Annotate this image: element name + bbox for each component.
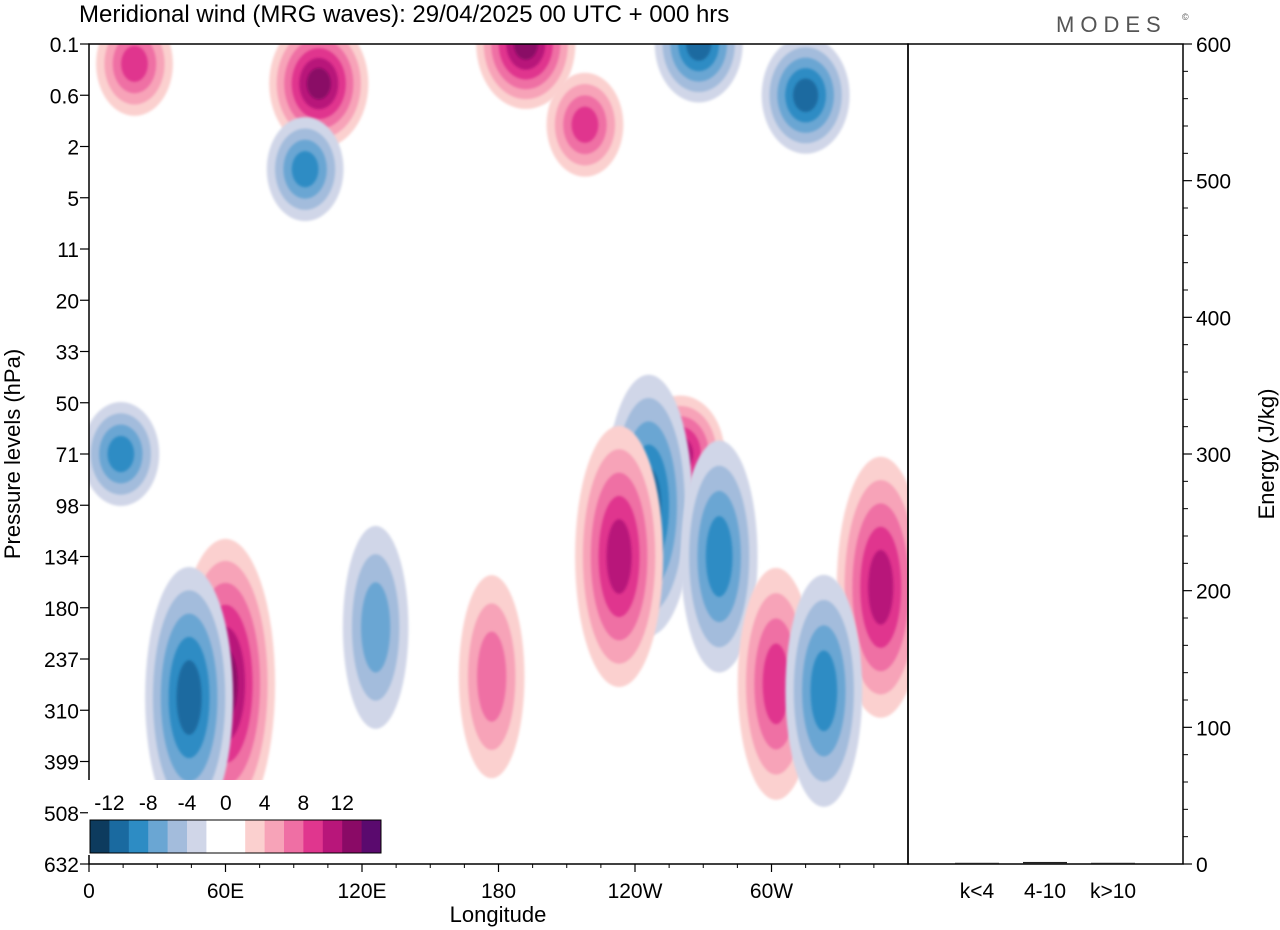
colorbar-tick-label: 8 (298, 792, 310, 815)
colorbar-tick-label: 12 (331, 792, 354, 815)
heatmap-plot (89, 44, 908, 864)
pressure-tick-label: 632 (44, 854, 79, 877)
pressure-tick-label: 98 (56, 495, 79, 518)
pressure-tick-label: 20 (56, 290, 79, 313)
colorbar-tick-label: -12 (94, 792, 124, 815)
pressure-tick-label: 71 (56, 444, 79, 467)
pressure-tick-label: 50 (56, 393, 79, 416)
energy-bar (1023, 861, 1067, 864)
negative-wind-contour (107, 435, 135, 473)
colorbar-swatch (128, 820, 149, 853)
colorbar-swatch (284, 820, 304, 853)
positive-wind-contour (762, 643, 790, 725)
colorbar-swatch (206, 820, 227, 853)
energy-category-label: 4-10 (1024, 880, 1066, 903)
longitude-tick-label: 120E (337, 880, 386, 903)
energy-axis-label: Energy (J/kg) (1254, 389, 1279, 520)
pressure-tick-label: 33 (56, 342, 79, 365)
contour-fields (89, 44, 908, 829)
negative-wind-contour (705, 516, 733, 597)
energy-category-label: k>10 (1090, 880, 1136, 903)
modes-logo: MODES (1056, 12, 1167, 37)
x-axis-label: Longitude (450, 902, 547, 927)
energy-tick-label: 600 (1196, 34, 1231, 57)
colorbar-swatch (148, 820, 169, 853)
longitude-tick-label: 120W (608, 880, 663, 903)
colorbar-swatch (225, 820, 246, 853)
pressure-tick-label: 237 (44, 649, 79, 672)
negative-wind-contour (686, 44, 712, 61)
colorbar-swatch (322, 820, 343, 853)
energy-axis: 0 100 200 300 400 500 600 (1183, 34, 1231, 877)
colorbar-frame (89, 819, 382, 854)
energy-tick-label: 100 (1196, 717, 1231, 740)
longitude-tick-label: 60E (207, 880, 244, 903)
pressure-tick-label: 5 (67, 188, 79, 211)
colorbar-swatch (303, 820, 324, 853)
pressure-tick-label: 2 (67, 137, 79, 160)
negative-wind-contour (291, 151, 319, 188)
pressure-tick-label: 310 (44, 700, 79, 723)
energy-category-label: k<4 (960, 880, 995, 903)
positive-wind-contour (513, 44, 538, 60)
energy-bar (955, 862, 999, 864)
colorbar-swatch (109, 820, 130, 853)
pressure-tick-label: 11 (57, 239, 79, 262)
longitude-tick-label: 60W (750, 880, 793, 903)
pressure-tick-label: 180 (44, 598, 79, 621)
longitude-axis: 0 60E 120E 180 120W 60W (83, 864, 875, 903)
longitude-tick-label: 180 (481, 880, 516, 903)
logo-mark: © (1182, 12, 1189, 22)
negative-wind-contour (176, 660, 202, 735)
colorbar-tick-label: 0 (220, 792, 232, 815)
negative-wind-contour (361, 582, 391, 673)
positive-wind-contour (571, 106, 599, 143)
colorbar-tick-label: 4 (259, 792, 271, 815)
colorbar-swatch (264, 820, 285, 853)
pressure-tick-label: 0.1 (50, 34, 79, 57)
colorbar-tick-label: -4 (178, 792, 197, 815)
colorbar-tick-label: -8 (139, 792, 158, 815)
longitude-tick-label: 0 (83, 880, 95, 903)
negative-wind-contour (810, 650, 838, 732)
pressure-tick-label: 399 (44, 752, 79, 775)
positive-wind-contour (306, 67, 331, 100)
negative-wind-contour (793, 78, 819, 112)
chart-title: Meridional wind (MRG waves): 29/04/2025 … (79, 1, 729, 28)
y-axis-label: Pressure levels (hPa) (0, 349, 25, 559)
energy-tick-label: 300 (1196, 444, 1231, 467)
colorbar-swatch (342, 820, 363, 853)
colorbar-swatch (167, 820, 188, 853)
positive-wind-contour (121, 45, 148, 82)
energy-tick-label: 400 (1196, 307, 1231, 330)
colorbar: -12 -8 -4 0 4 8 12 (88, 780, 385, 855)
energy-tick-label: 500 (1196, 171, 1231, 194)
energy-bar (1091, 862, 1135, 864)
energy-tick-label: 0 (1196, 854, 1208, 877)
positive-wind-contour (477, 631, 507, 722)
positive-wind-contour (606, 519, 632, 594)
pressure-tick-label: 134 (44, 547, 79, 570)
positive-wind-contour (868, 550, 894, 625)
energy-tick-label: 200 (1196, 581, 1231, 604)
colorbar-swatch (187, 820, 207, 853)
colorbar-swatch (90, 820, 110, 853)
colorbar-swatch (245, 820, 266, 853)
energy-bars: k<4 4-10 k>10 (955, 861, 1136, 903)
colorbar-swatch (361, 820, 382, 853)
energy-frame (907, 43, 1184, 865)
pressure-tick-label: 0.6 (50, 85, 79, 108)
pressure-axis: 0.1 0.6 2 5 11 20 33 50 71 98 134 180 237 310 399 508 63… (44, 34, 89, 877)
pressure-tick-label: 508 (44, 803, 79, 826)
